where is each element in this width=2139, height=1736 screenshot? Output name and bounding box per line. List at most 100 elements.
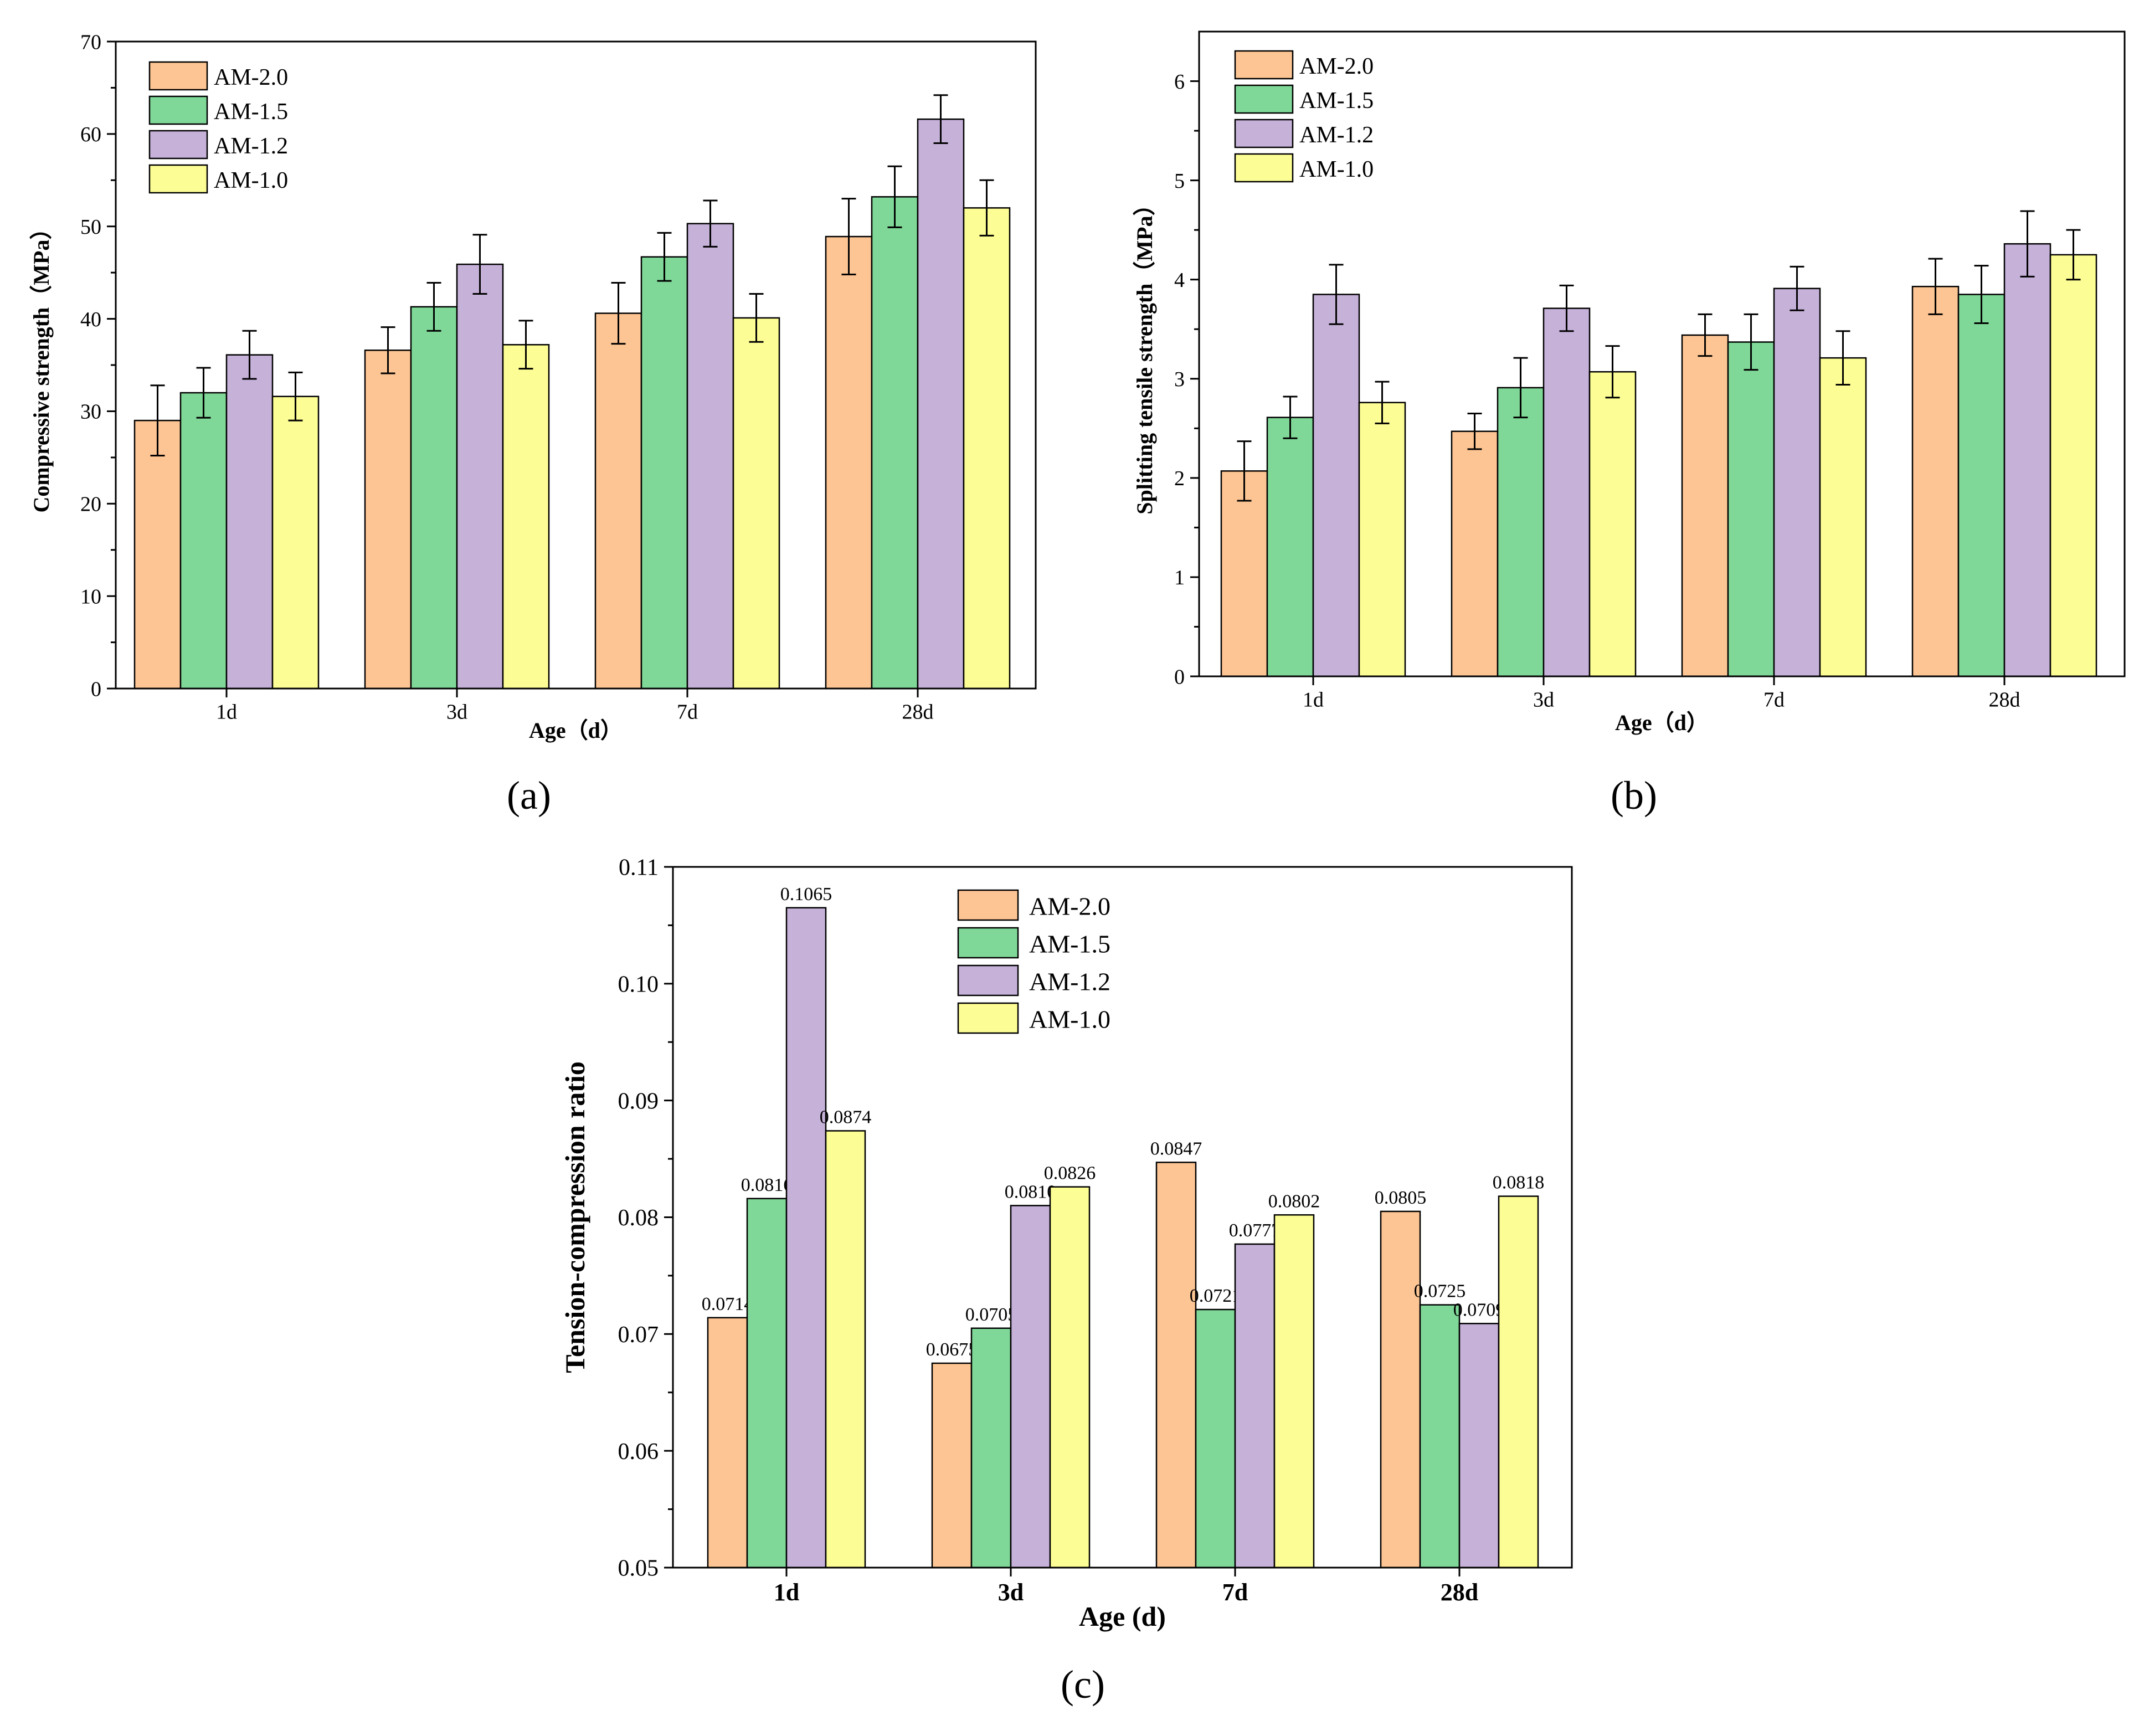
bar-am-1.0-1d — [1358, 402, 1406, 677]
y-tick-label: 4 — [1174, 269, 1185, 292]
plot-frame — [1198, 30, 2126, 677]
legend-swatch — [148, 61, 208, 91]
y-tick-label: 2 — [1174, 467, 1185, 490]
data-label: 0.0777 — [1229, 1220, 1281, 1241]
y-axis-label: Splitting tensile strength（MPa） — [1132, 193, 1157, 514]
error-bar-am-1.2-28d — [2020, 210, 2035, 278]
legend-label: AM-1.5 — [1299, 88, 1374, 114]
bar-am-1.2-7d — [1773, 287, 1821, 677]
chart-b: 0 1 2 3 4 5 6 1d 3d 7d 28d Age（d） Splitting tensile … — [1132, 30, 2126, 818]
y-tick-label: 50 — [80, 215, 101, 239]
x-tick-label: 3d — [998, 1579, 1024, 1606]
bar-am-2.0-7d — [1155, 1162, 1197, 1569]
x-tick-label: 7d — [677, 700, 698, 723]
legend-label: AM-1.2 — [214, 133, 288, 159]
bar-am-1.5-28d — [1957, 294, 2006, 677]
bar-am-2.0-3d — [931, 1362, 973, 1569]
y-tick-label: 5 — [1174, 170, 1185, 193]
error-bar-am-1.5-3d — [426, 281, 441, 332]
error-bar-am-1.0-28d — [2066, 229, 2081, 281]
error-bar-am-1.0-7d — [749, 293, 764, 343]
x-tick-label: 28d — [902, 700, 934, 723]
y-tick-label: 10 — [80, 585, 101, 608]
y-tick-label: 0.10 — [618, 972, 659, 998]
legend-item: AM-1.5 — [957, 927, 1110, 959]
bar-am-1.2-1d — [225, 354, 274, 690]
bar-am-1.0-3d — [1049, 1186, 1091, 1569]
bar-am-1.5-1d — [1266, 417, 1314, 677]
legend-swatch — [1234, 119, 1294, 148]
y-tick-label: 0.08 — [618, 1205, 659, 1231]
legend-item: AM-1.0 — [148, 164, 288, 194]
x-tick-label: 7d — [1763, 688, 1785, 711]
legend-label: AM-2.0 — [1029, 892, 1110, 920]
data-label: 0.0847 — [1150, 1138, 1202, 1159]
error-bar-am-2.0-1d — [150, 384, 165, 457]
bar-am-1.0-28d — [2049, 254, 2097, 677]
error-bar-am-2.0-3d — [381, 326, 395, 374]
legend-label: AM-1.0 — [1029, 1005, 1110, 1033]
error-bar-am-1.5-28d — [887, 165, 902, 228]
error-bar-am-1.2-1d — [242, 330, 257, 380]
bar-am-1.0-1d — [271, 396, 320, 690]
data-label: 0.0826 — [1044, 1163, 1096, 1184]
bar-am-1.2-7d — [686, 223, 734, 690]
bar-am-1.2-3d — [1542, 307, 1591, 677]
panel-label: (b) — [1611, 773, 1657, 818]
x-tick-label: 1d — [216, 700, 237, 723]
y-tick-label: 0.11 — [619, 855, 659, 881]
y-tick-label: 40 — [80, 308, 101, 331]
data-label: 0.0705 — [965, 1304, 1017, 1325]
bar-am-2.0-7d — [594, 312, 642, 690]
legend-label: AM-1.2 — [1029, 967, 1110, 995]
legend-item: AM-2.0 — [1234, 50, 1374, 80]
chart-a: 0 10 20 30 40 50 60 70 1d 3d 7d 28d Age（d） Compressiv… — [29, 30, 1037, 818]
bar-am-1.0-28d — [963, 207, 1011, 690]
bar-am-2.0-28d — [825, 235, 873, 690]
x-tick-label: 3d — [1533, 688, 1554, 711]
legend-label: AM-1.0 — [214, 168, 288, 193]
legend-item: AM-1.2 — [1234, 119, 1374, 148]
error-bar-am-2.0-28d — [841, 198, 856, 275]
error-bar-am-1.5-1d — [1283, 396, 1298, 439]
bar-am-1.2-28d — [917, 118, 965, 690]
legend-label: AM-1.5 — [214, 99, 288, 125]
y-tick-label: 0.07 — [618, 1322, 659, 1348]
bar-am-2.0-1d — [133, 419, 182, 690]
bar-am-1.0-3d — [502, 344, 550, 690]
y-tick-label: 3 — [1174, 368, 1185, 391]
chart-c: 0.0714 0.0675 0.0847 0.0805 0.0816 0.0705 0.07… — [559, 855, 1573, 1707]
legend: AM-2.0 AM-1.5 AM-1.2 AM-1.0 — [1234, 50, 1374, 183]
data-label: 0.0816 — [741, 1175, 793, 1195]
x-tick-label: 3d — [446, 700, 467, 723]
bar-am-1.5-3d — [970, 1327, 1012, 1569]
data-label: 0.0725 — [1414, 1281, 1466, 1302]
data-label: 0.0709 — [1453, 1300, 1505, 1320]
x-tick-label: 1d — [1303, 688, 1324, 711]
legend-swatch — [148, 95, 208, 125]
legend-label: AM-2.0 — [1299, 54, 1374, 79]
legend-item: AM-1.2 — [148, 130, 288, 160]
legend-swatch — [148, 164, 208, 194]
bar-am-1.5-7d — [1727, 341, 1775, 677]
y-tick-label: 70 — [80, 30, 101, 54]
error-bar-am-2.0-7d — [1698, 313, 1713, 357]
y-tick-label: 1 — [1174, 566, 1185, 589]
legend-label: AM-1.0 — [1299, 157, 1374, 182]
bar-am-1.0-3d — [1588, 371, 1637, 677]
y-axis-label: Tension-compression ratio — [559, 1061, 590, 1373]
error-bar-am-2.0-3d — [1467, 412, 1482, 450]
legend-item: AM-1.0 — [1234, 153, 1374, 183]
data-label: 0.0721 — [1190, 1286, 1242, 1306]
bar-am-1.5-3d — [1497, 387, 1545, 677]
error-bar-am-1.0-28d — [979, 179, 994, 237]
x-tick-label: 7d — [1222, 1579, 1248, 1606]
data-label: 0.0802 — [1268, 1191, 1320, 1211]
panel-label: (c) — [1061, 1662, 1105, 1707]
error-bar-am-1.5-1d — [196, 367, 211, 419]
bar-am-1.2-3d — [1010, 1205, 1051, 1569]
bar-am-1.5-28d — [1419, 1304, 1461, 1569]
bar-am-1.5-7d — [640, 256, 688, 690]
data-label: 0.0874 — [820, 1107, 872, 1127]
